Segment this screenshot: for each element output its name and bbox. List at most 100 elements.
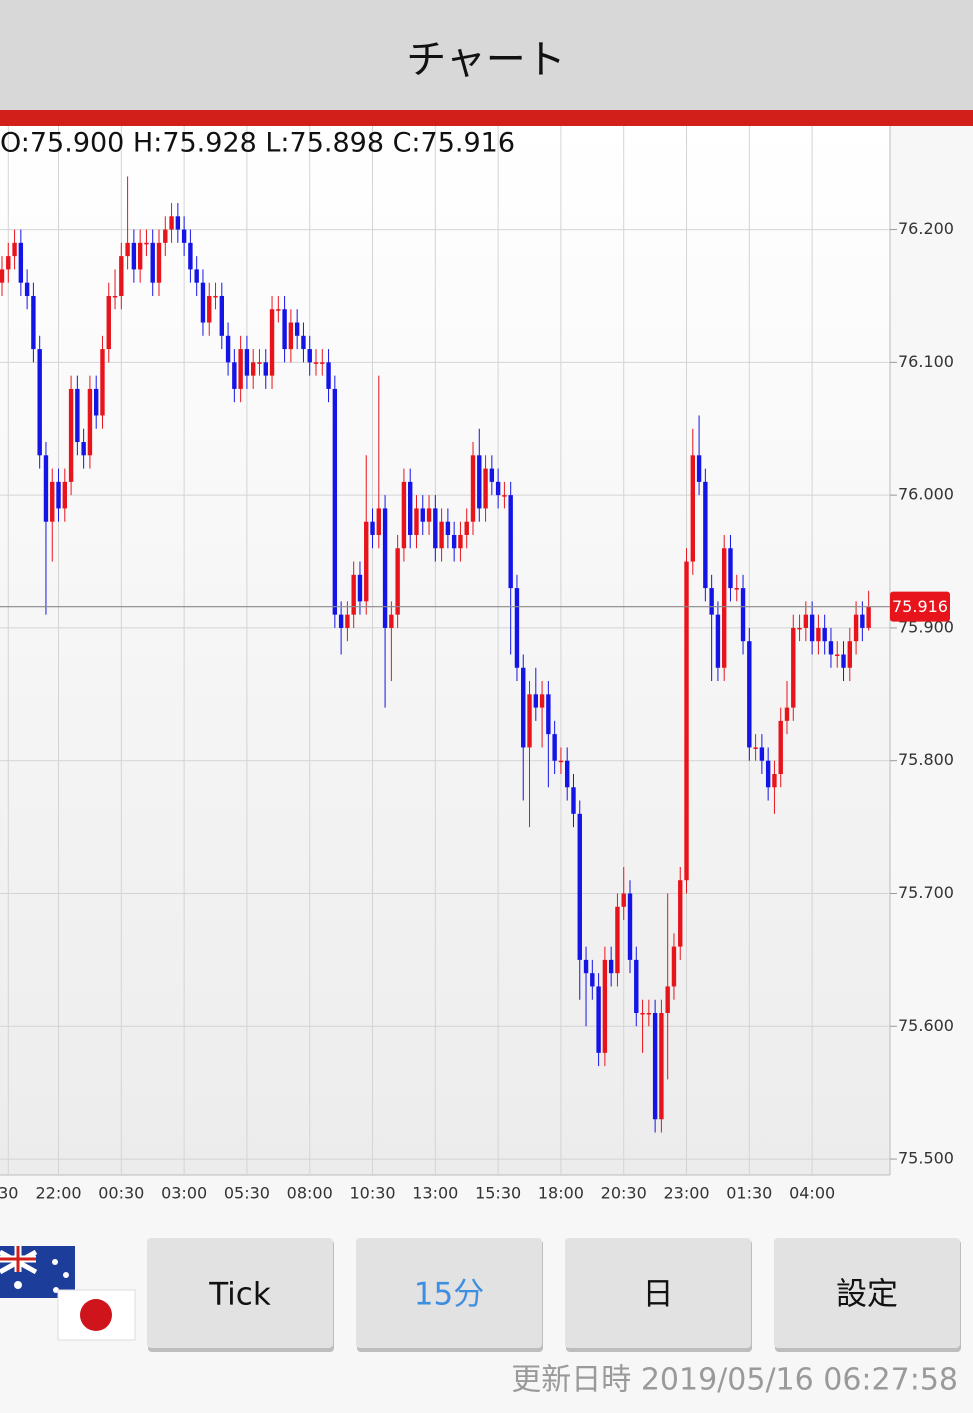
accent-bar — [0, 110, 973, 126]
candle-body — [502, 495, 507, 497]
candle-body — [307, 349, 312, 363]
candle-body — [338, 614, 344, 628]
candle-body — [552, 734, 557, 761]
flag-jp — [57, 1289, 136, 1341]
candle-body — [376, 508, 381, 535]
candle-body — [627, 893, 633, 960]
candle-body — [163, 229, 168, 243]
candle-body — [734, 588, 739, 590]
x-tick-label: 13:00 — [412, 1184, 458, 1203]
candle-body — [596, 986, 601, 1053]
x-tick-label: 20:30 — [601, 1184, 647, 1203]
candle-body — [866, 606, 871, 628]
candle-body — [489, 468, 495, 482]
x-tick-label: 30 — [0, 1184, 18, 1203]
x-tick-label: 05:30 — [224, 1184, 270, 1203]
candle-body — [408, 481, 413, 535]
candle-body — [514, 588, 520, 668]
candle-body — [565, 760, 570, 788]
candle-body — [62, 481, 67, 509]
candle-body — [238, 349, 243, 389]
candle-body — [621, 893, 626, 907]
candle-body — [439, 521, 444, 549]
candle-body — [395, 548, 400, 615]
candle-body — [332, 388, 338, 615]
candle-body — [382, 508, 388, 628]
candle-body — [816, 627, 821, 642]
candle-body — [357, 574, 363, 602]
candle-body — [345, 614, 350, 628]
tab-button[interactable] — [774, 1238, 960, 1348]
x-tick-label: 03:00 — [161, 1184, 207, 1203]
candle-body — [477, 455, 482, 509]
candle-body — [495, 481, 501, 496]
candle-body — [194, 269, 199, 283]
candle-body — [652, 1013, 658, 1120]
candle-body — [175, 216, 181, 230]
candle-body — [257, 362, 262, 364]
candle-body — [251, 362, 256, 376]
tab-button[interactable] — [147, 1238, 333, 1348]
x-tick-label: 04:00 — [789, 1184, 835, 1203]
tab-button[interactable] — [565, 1238, 751, 1348]
candle-body — [772, 773, 777, 788]
candle-body — [451, 534, 457, 549]
candle-body — [232, 362, 237, 389]
ohlc-readout: O:75.900 H:75.928 L:75.898 C:75.916 — [0, 128, 515, 159]
candle-body — [263, 362, 268, 376]
candle-body — [100, 349, 105, 416]
candle-body — [659, 1013, 664, 1120]
y-tick-label: 75.500 — [898, 1149, 954, 1168]
candle-body — [81, 442, 86, 456]
app-bar — [0, 0, 973, 110]
candle-body — [119, 256, 124, 296]
candle-body — [219, 295, 224, 336]
app-title: チャート — [406, 37, 566, 83]
candle-body — [646, 1013, 652, 1015]
last-price-box — [890, 591, 950, 622]
candle-body — [640, 1013, 645, 1015]
candle-body — [847, 641, 852, 668]
candle-body — [301, 335, 306, 350]
candle-body — [583, 959, 589, 974]
y-tick-label: 76.200 — [898, 219, 954, 238]
candle-body — [37, 349, 42, 456]
candle-body — [571, 787, 576, 814]
updated-time: 更新日時 2019/05/16 06:27:58 — [511, 1363, 958, 1398]
candle-body — [370, 521, 375, 535]
candle-body — [112, 295, 118, 298]
tab-button-label[interactable]: Tick — [208, 1277, 271, 1313]
candle-body — [169, 216, 174, 230]
tab-button[interactable] — [356, 1238, 542, 1348]
x-tick-label: 08:00 — [287, 1184, 333, 1203]
candle-body — [125, 242, 130, 257]
plot-area — [0, 126, 890, 1175]
x-tick-label: 23:00 — [663, 1184, 709, 1203]
candle-body — [401, 481, 407, 549]
candle-body — [797, 627, 802, 630]
candle-body — [137, 242, 143, 270]
candle-body — [282, 309, 287, 350]
candle-body — [6, 256, 11, 270]
candle-body — [546, 694, 551, 735]
tab-button-label[interactable]: 15分 — [414, 1277, 484, 1313]
tab-button-label[interactable]: 設定 — [836, 1277, 898, 1313]
candle-body — [351, 574, 356, 615]
candle-body — [313, 362, 319, 364]
candle-body — [68, 388, 74, 482]
x-tick-label: 00:30 — [98, 1184, 144, 1203]
tab-button-label[interactable]: 日 — [643, 1277, 674, 1313]
candle-body — [213, 295, 218, 298]
candle-body — [433, 508, 438, 549]
y-tick-label: 75.900 — [898, 617, 954, 636]
candle-body — [684, 561, 689, 881]
candle-body — [527, 694, 532, 748]
candle-body — [602, 959, 608, 1053]
candle-body — [43, 455, 49, 522]
candle-body — [715, 614, 721, 668]
y-tick-label: 75.800 — [898, 750, 954, 769]
candle-body — [747, 641, 752, 748]
candle-body — [539, 694, 545, 708]
candle-body — [326, 362, 331, 389]
